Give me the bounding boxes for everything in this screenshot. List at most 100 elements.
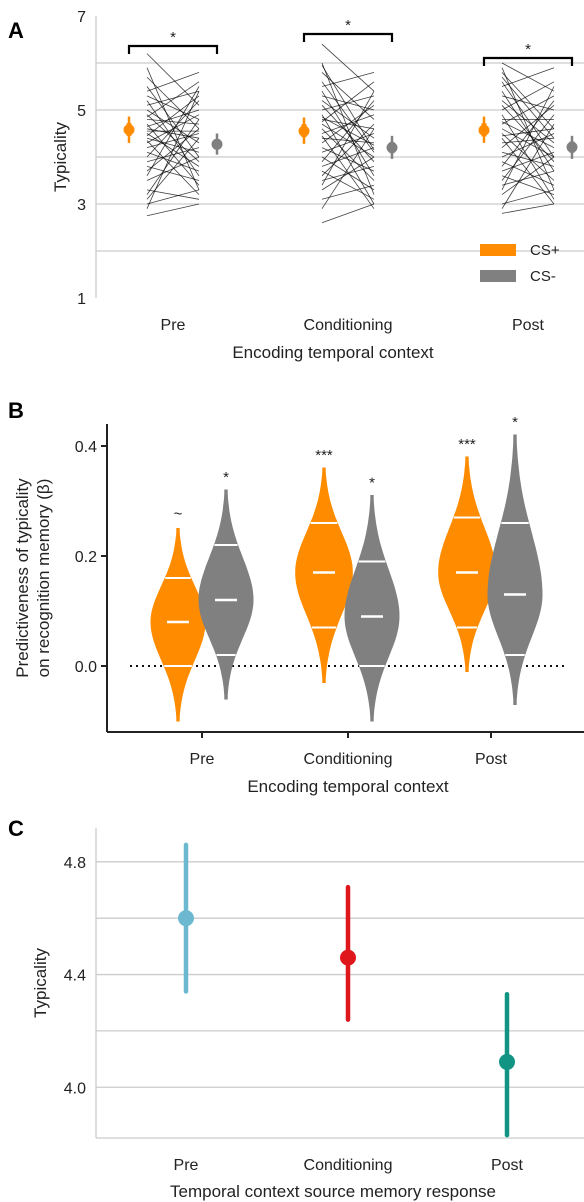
mean-point [298, 125, 310, 137]
subject-line [321, 81, 375, 153]
subject-line [321, 43, 375, 92]
panel-c: C 4.0 4.4 4.8 Typicality Pre Conditioning Post T… [8, 816, 584, 1201]
subject-line [146, 53, 200, 106]
panel-b: B 0.0 0.2 0.4 Predictiveness of typicality on… [8, 398, 584, 796]
mean-point [478, 124, 490, 136]
subject-line [501, 95, 555, 125]
y-tick-label: 0.0 [75, 659, 97, 676]
significance-marker: * [170, 29, 176, 46]
subject-line [146, 90, 200, 106]
violin-body [150, 528, 206, 722]
subject-line [146, 95, 200, 120]
y-tick-label: 4.8 [64, 855, 86, 872]
significance-marker: *** [458, 436, 476, 453]
subject-line [321, 65, 375, 151]
violin-body [198, 489, 254, 700]
subject-line [501, 137, 555, 205]
subject-line [321, 72, 375, 87]
significance-marker: *** [315, 447, 333, 464]
violin-body [487, 434, 543, 705]
legend-swatch-cs-plus [480, 244, 516, 256]
y-axis-label: Typicality [31, 948, 50, 1018]
panel-a: A 1 3 5 7 Typicality * * * CS+ CS- Pre Conditioning P… [8, 9, 584, 362]
subject-line [501, 156, 555, 195]
subject-line [501, 67, 555, 87]
subject-line [321, 170, 375, 200]
subject-line [321, 91, 375, 186]
x-tick-label: Pre [174, 1157, 199, 1174]
subject-line [501, 121, 555, 148]
x-tick-label: Pre [161, 317, 186, 334]
subject-line [146, 189, 200, 200]
violin-body [295, 467, 353, 683]
subject-line [501, 100, 555, 167]
subject-line [146, 109, 200, 127]
subject-line [501, 72, 555, 130]
subject-line [146, 95, 200, 137]
significance-bracket [302, 32, 394, 42]
subject-line [146, 140, 200, 195]
subject-line [321, 100, 375, 139]
mean-point [211, 138, 223, 150]
subject-line [501, 151, 555, 172]
subject-line [146, 166, 200, 181]
y-tick-label: 3 [77, 197, 86, 214]
y-axis-label-line1: Predictiveness of typicality [13, 478, 32, 678]
y-tick-label: 7 [77, 9, 86, 26]
x-tick-label: Conditioning [304, 1157, 393, 1174]
y-tick-label: 4.4 [64, 968, 86, 985]
significance-bracket [127, 44, 219, 54]
subject-line [146, 109, 200, 144]
y-axis-label-line2: on recognition memory (β) [34, 479, 53, 678]
violin-body [438, 456, 496, 672]
subject-line [321, 133, 375, 153]
legend-label-cs-plus: CS+ [530, 242, 560, 259]
subject-line [501, 128, 555, 158]
subject-line [501, 90, 555, 172]
significance-marker: * [369, 475, 375, 492]
x-tick-label: Post [475, 751, 508, 768]
subject-line [501, 76, 555, 139]
y-tick-label: 4.0 [64, 1080, 86, 1097]
subject-line [501, 133, 555, 158]
subject-line [321, 156, 375, 191]
significance-marker: * [223, 469, 229, 486]
x-tick-label: Conditioning [304, 751, 393, 768]
mean-point [178, 910, 194, 927]
mean-point [340, 949, 356, 966]
subject-line [501, 151, 555, 167]
significance-marker: * [512, 414, 518, 431]
y-tick-label: 0.2 [75, 549, 97, 566]
subject-line [146, 119, 200, 125]
x-axis-label: Encoding temporal context [247, 777, 449, 796]
panel-letter-b: B [8, 398, 24, 423]
subject-line [146, 76, 200, 130]
x-tick-label: Conditioning [304, 317, 393, 334]
subject-line [321, 203, 375, 224]
subject-line [321, 147, 375, 167]
significance-marker: * [345, 17, 351, 34]
subject-line [321, 123, 375, 177]
mean-point [123, 124, 135, 136]
subject-line [501, 104, 555, 148]
subject-line [501, 81, 555, 111]
subject-line [146, 81, 200, 118]
x-axis-label: Encoding temporal context [232, 343, 434, 362]
subject-line [146, 119, 200, 195]
y-tick-label: 0.4 [75, 439, 97, 456]
mean-point [386, 142, 398, 154]
subject-line [501, 133, 555, 181]
mean-point [499, 1053, 515, 1070]
x-tick-label: Post [512, 317, 545, 334]
subject-line [501, 67, 555, 191]
subject-line [501, 114, 555, 181]
subject-line [321, 105, 375, 162]
subject-line [321, 81, 375, 123]
y-tick-label: 1 [77, 291, 86, 308]
subject-line [321, 62, 375, 195]
legend-swatch-cs-minus [480, 270, 516, 282]
significance-marker: ~ [174, 506, 183, 523]
subject-line [501, 100, 555, 144]
legend-label-cs-minus: CS- [530, 268, 556, 285]
